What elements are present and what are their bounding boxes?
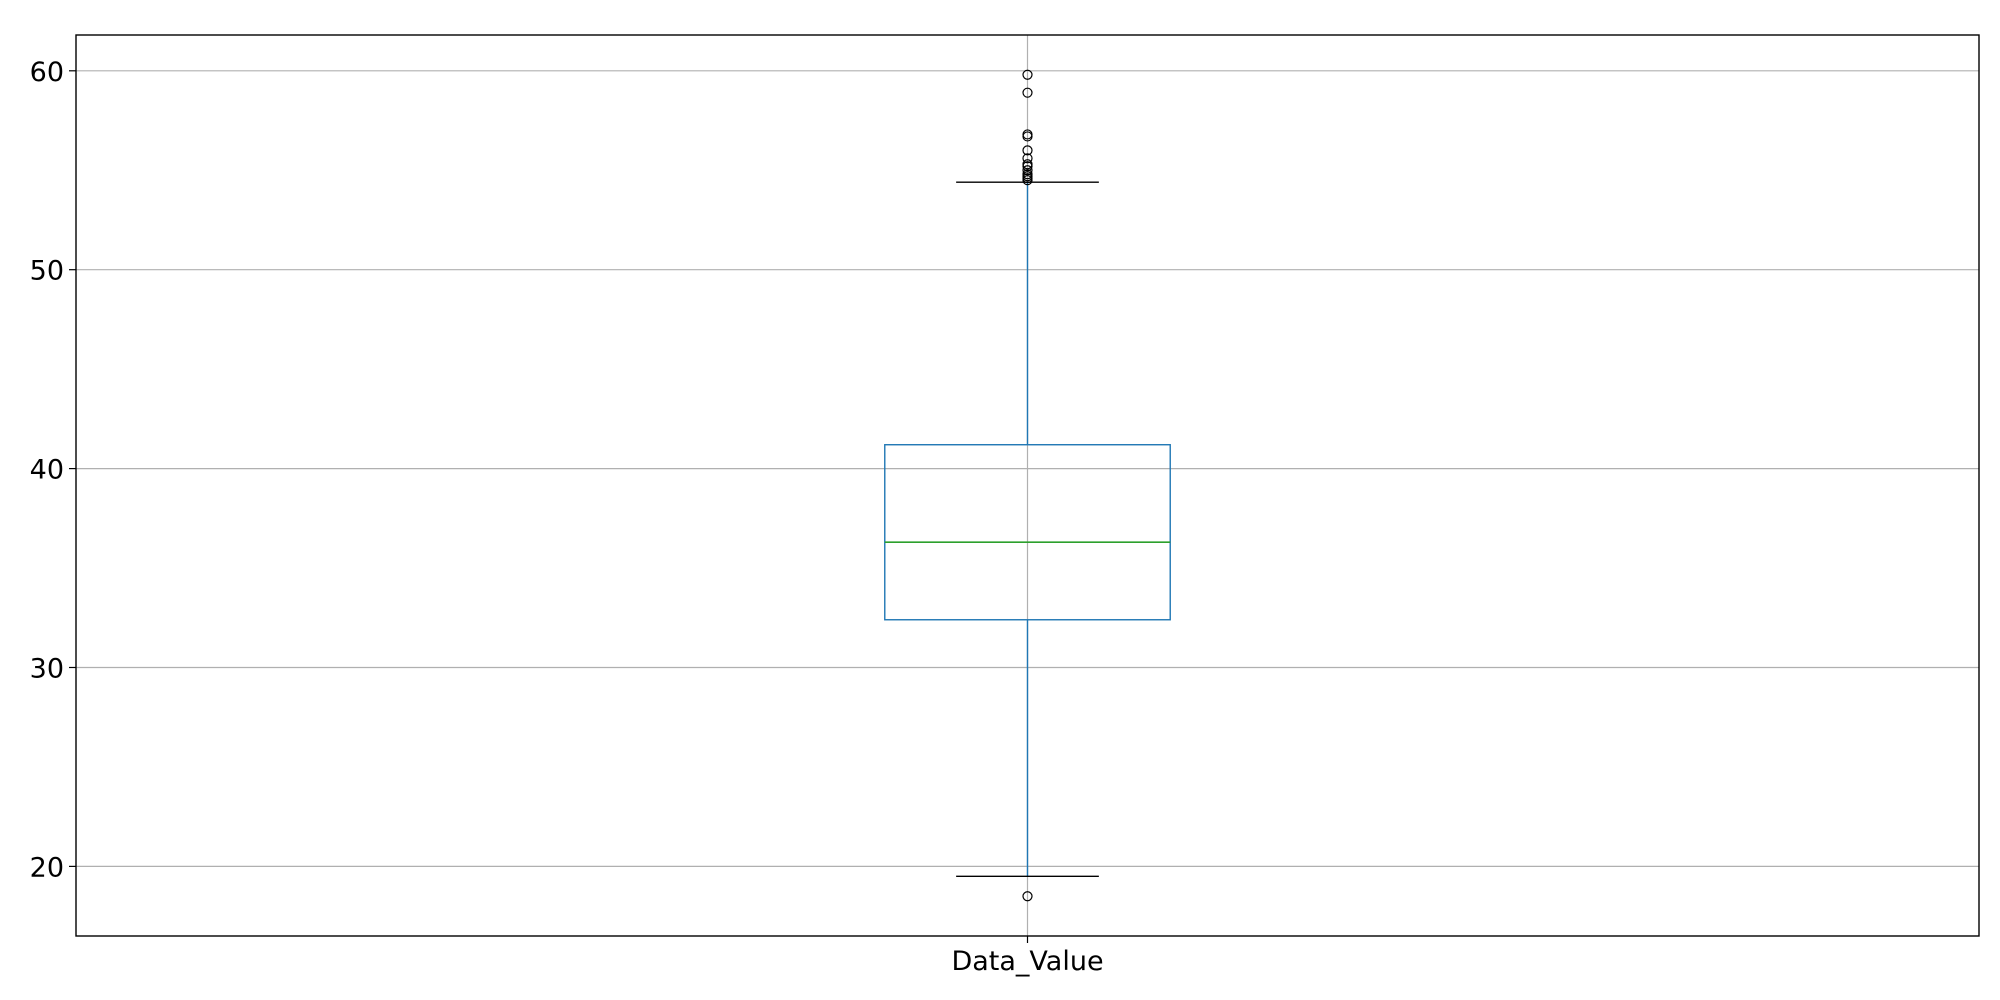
y-tick-label: 50 (30, 256, 64, 287)
x-category-label: Data_Value (951, 946, 1103, 977)
y-axis-ticks: 20 30 40 50 60 (30, 57, 76, 883)
outlier-point (1022, 169, 1033, 180)
box-group (884, 69, 1171, 902)
outlier-point (1022, 153, 1033, 164)
outlier-point (1022, 87, 1033, 98)
y-tick-label: 30 (30, 653, 64, 684)
y-tick-label: 40 (30, 455, 64, 486)
outlier-point (1022, 159, 1033, 170)
outlier-point (1022, 145, 1033, 156)
plot-frame (75, 34, 1980, 937)
y-tick-label: 60 (30, 57, 64, 88)
x-axis-categories: Data_Value (951, 936, 1104, 977)
outlier-point (1022, 891, 1033, 902)
box-series (884, 69, 1171, 902)
outlier-point (1022, 69, 1033, 80)
outlier-point (1022, 165, 1033, 176)
y-tick-label: 20 (30, 852, 64, 883)
outlier-point (1022, 129, 1033, 140)
iqr-box (884, 444, 1171, 621)
